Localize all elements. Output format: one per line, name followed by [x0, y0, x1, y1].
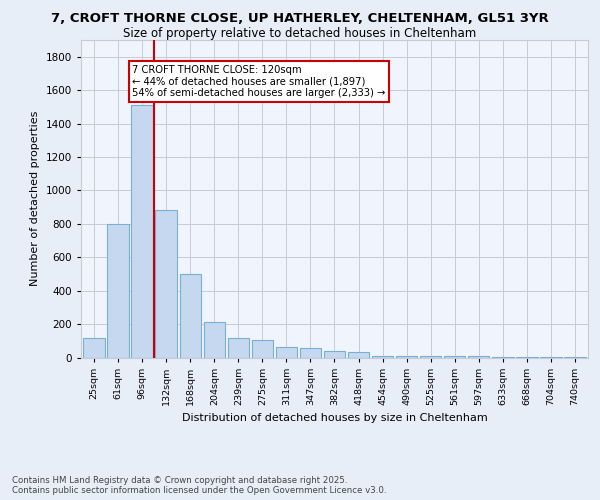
Bar [516, 356, 538, 358]
Bar [492, 356, 514, 358]
Bar [131, 105, 153, 358]
Bar [251, 340, 273, 357]
Bar [203, 322, 225, 358]
Bar [275, 348, 297, 358]
Text: Contains HM Land Registry data © Crown copyright and database right 2025.
Contai: Contains HM Land Registry data © Crown c… [12, 476, 386, 495]
Bar [564, 356, 586, 358]
Bar [155, 210, 177, 358]
Bar [396, 356, 418, 358]
Bar [323, 351, 346, 358]
Bar [83, 338, 105, 357]
Bar [107, 224, 129, 358]
Bar [179, 274, 201, 357]
Bar [348, 352, 370, 358]
Bar [299, 348, 321, 358]
Text: 7, CROFT THORNE CLOSE, UP HATHERLEY, CHELTENHAM, GL51 3YR: 7, CROFT THORNE CLOSE, UP HATHERLEY, CHE… [51, 12, 549, 26]
Bar [420, 356, 442, 358]
Bar [372, 356, 394, 358]
Text: Size of property relative to detached houses in Cheltenham: Size of property relative to detached ho… [124, 28, 476, 40]
Y-axis label: Number of detached properties: Number of detached properties [30, 111, 40, 286]
Bar [444, 356, 466, 358]
Bar [227, 338, 249, 357]
Text: 7 CROFT THORNE CLOSE: 120sqm
← 44% of detached houses are smaller (1,897)
54% of: 7 CROFT THORNE CLOSE: 120sqm ← 44% of de… [132, 65, 385, 98]
Bar [540, 356, 562, 358]
X-axis label: Distribution of detached houses by size in Cheltenham: Distribution of detached houses by size … [182, 414, 487, 424]
Bar [468, 356, 490, 358]
